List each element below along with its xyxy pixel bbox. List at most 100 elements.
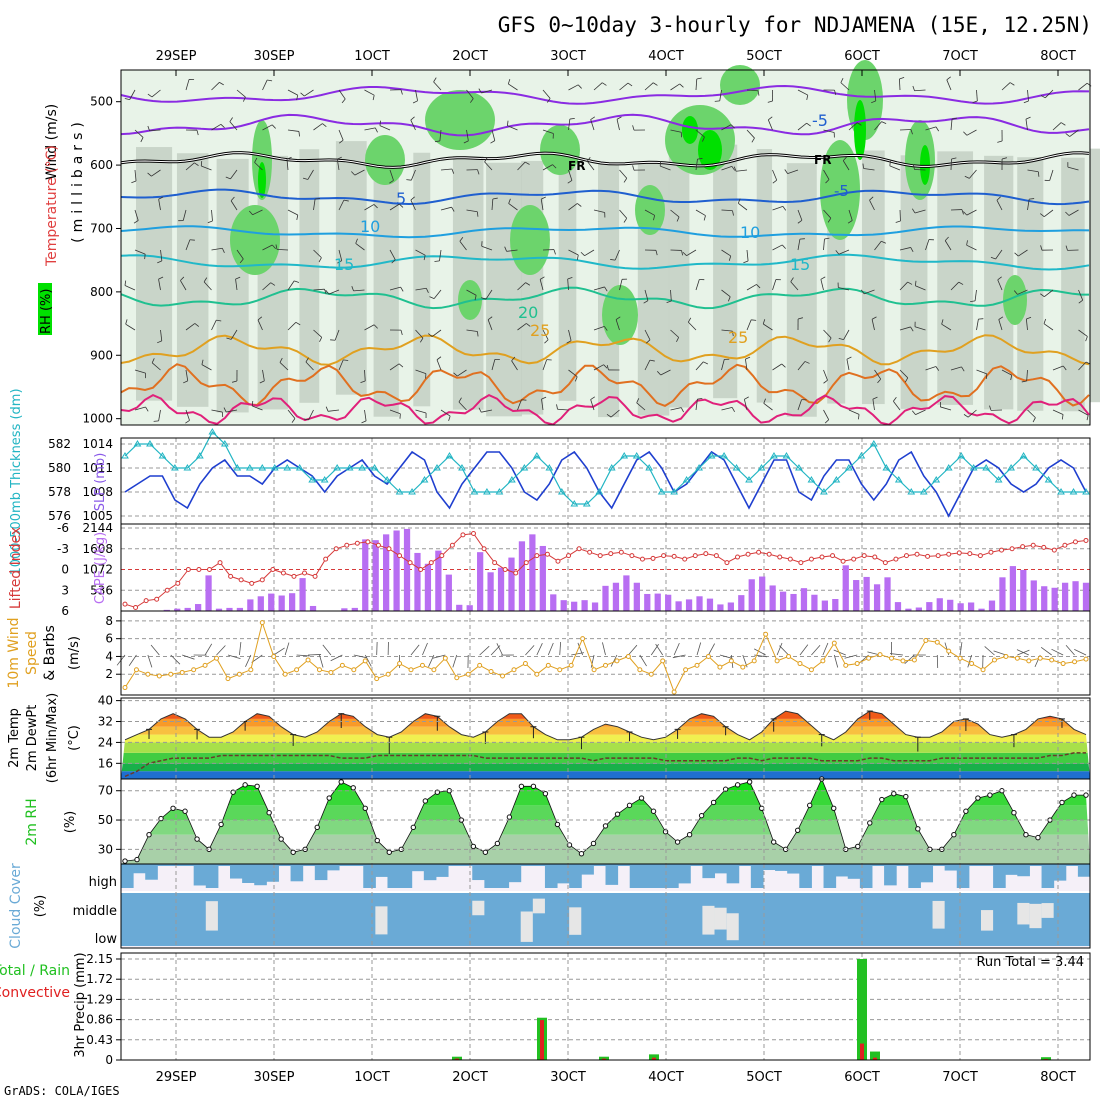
- cloud-middle-low: [435, 893, 449, 946]
- wind-barb-flag: [727, 296, 731, 302]
- cloud-high: [1077, 864, 1091, 877]
- wind-barb: [797, 399, 802, 411]
- cloud-middle-low: [326, 893, 340, 946]
- isotherm-label: FR: [568, 159, 585, 173]
- li-point: [566, 553, 572, 559]
- wind10m-point: [259, 620, 265, 626]
- wind-barb: [134, 129, 144, 138]
- wind10m-point: [397, 661, 403, 667]
- wind-barb: [1069, 129, 1079, 137]
- wind-barb: [287, 89, 298, 96]
- wind-barb: [338, 129, 344, 141]
- wind-barb: [797, 122, 807, 131]
- thickness-point: [1082, 488, 1090, 495]
- wind-barb: [1027, 169, 1039, 173]
- thickness-point: [645, 464, 654, 471]
- cloud-middle-label: middle: [73, 904, 117, 919]
- cape-bar: [205, 575, 212, 611]
- wind-barb: [893, 400, 901, 411]
- wind-barb-flag: [400, 329, 403, 336]
- wind-barb-flag: [732, 331, 734, 337]
- cape-bar: [685, 599, 693, 611]
- thickness-point: [308, 476, 317, 483]
- precip-convective-bar: [873, 1057, 877, 1060]
- cape-bar: [978, 608, 985, 611]
- wind-barb-flag: [856, 122, 862, 126]
- wind10m-point: [900, 658, 906, 664]
- wind-barb-flag: [732, 210, 734, 216]
- li-point: [692, 553, 698, 559]
- wind10m-point: [911, 657, 917, 663]
- cloud-middle-low: [157, 893, 170, 946]
- cloud-gap: [520, 911, 534, 942]
- top-day-axis: 29SEP 30SEP 1OCT 2OCT 3OCT 4OCT 5OCT 6OCT 7OCT 8O…: [156, 49, 1076, 64]
- wind-barb-flag: [373, 204, 378, 209]
- wind-barb: [1067, 166, 1079, 171]
- li-point: [735, 554, 741, 560]
- rh-band-grey: [486, 162, 522, 417]
- wind-barb: [336, 159, 340, 171]
- wind-barb: [976, 369, 987, 375]
- cloud-middle-low: [230, 893, 243, 946]
- millibars-axis-label: (millibars): [70, 117, 86, 243]
- wind-barb: [874, 241, 882, 251]
- wind10m-point: [191, 667, 197, 673]
- wind10m-point: [1014, 655, 1020, 661]
- slp-tick-label: 1011: [82, 461, 113, 475]
- wind-barb-flag: [697, 158, 703, 160]
- wind-barb: [433, 81, 442, 91]
- axis-tick-label: 6: [105, 632, 113, 646]
- cloud-high: [242, 864, 255, 883]
- li-point: [777, 554, 783, 560]
- wind-barb-flag: [248, 210, 253, 215]
- wind10m-point: [980, 667, 986, 673]
- wind10m-barb: [422, 642, 428, 656]
- wind-barb: [1027, 199, 1030, 211]
- wind-barb-flag: [797, 219, 803, 224]
- li-point: [756, 549, 762, 555]
- wind10m-point: [934, 639, 940, 645]
- axis-tick-label: 900: [90, 348, 113, 362]
- wind-barb-flag: [1078, 299, 1083, 304]
- cloud-middle-low: [266, 893, 279, 946]
- rh-point: [554, 821, 561, 828]
- wind-barb: [695, 209, 706, 216]
- wind-barb: [415, 369, 427, 374]
- panel-axis-label: SLP (mb): [93, 453, 108, 512]
- wind-barb-flag: [400, 286, 404, 292]
- wind-barb-flag: [361, 420, 367, 424]
- wind-barb-flag: [324, 289, 327, 295]
- wind10m-barb: [547, 642, 554, 656]
- cloud-middle-low: [859, 893, 873, 946]
- wind10m-barb: [245, 654, 252, 667]
- panel-axis-label: CAPE (J/kg): [93, 532, 108, 604]
- wind-barb: [898, 78, 901, 91]
- wind10m-barb: [147, 654, 153, 668]
- chart-title: GFS 0~10day 3-hourly for NDJAMENA (15E, …: [498, 13, 1092, 37]
- wind-barb-flag: [604, 326, 608, 331]
- wind-barb-flag: [676, 216, 680, 222]
- cloud-gap: [1041, 903, 1055, 918]
- wind-barb: [304, 89, 314, 97]
- li-tick-label: -3: [57, 542, 69, 556]
- wind-barb-flag: [434, 260, 440, 262]
- thickness-point: [670, 488, 679, 495]
- cape-bar: [226, 607, 233, 611]
- li-point: [1009, 546, 1015, 552]
- isotherm-label: 10: [740, 223, 760, 242]
- rh-point: [855, 843, 861, 850]
- wind-barb-flag: [372, 95, 375, 101]
- wind10m-barb: [696, 642, 702, 656]
- wind-barb: [966, 129, 977, 136]
- wind-barb-flag: [1013, 290, 1018, 295]
- cape-bar: [832, 598, 839, 611]
- wind-barb-flag: [300, 92, 305, 97]
- wind-barb: [160, 249, 163, 261]
- wind-barb: [738, 202, 748, 211]
- isotherm-label: 5: [396, 189, 406, 208]
- li-point: [661, 553, 667, 559]
- wind-barb: [211, 123, 222, 131]
- axis-tick-label: 8: [105, 614, 113, 628]
- wind10m-barb: [639, 654, 647, 667]
- cloud-middle-low: [738, 893, 752, 946]
